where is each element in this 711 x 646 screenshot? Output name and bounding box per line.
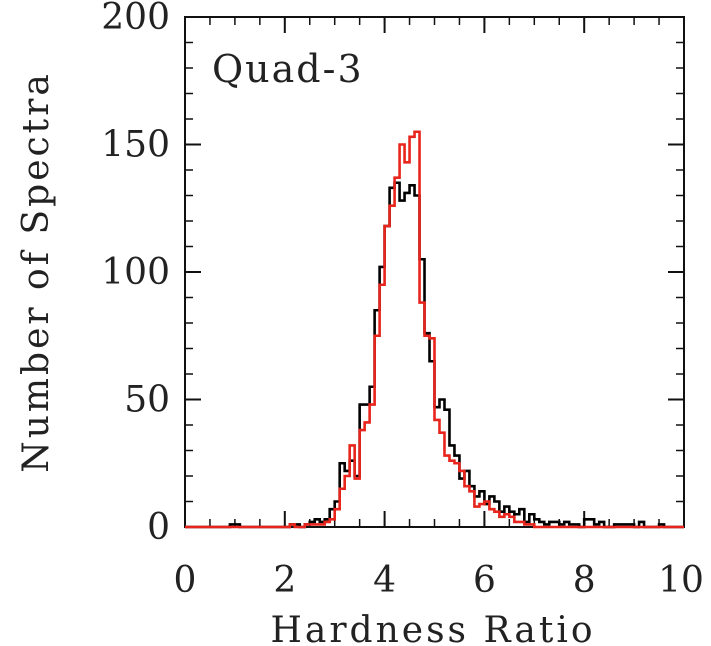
x-tick-label: 4 bbox=[373, 560, 396, 601]
plot-border bbox=[184, 16, 685, 528]
y-axis-title: Number of Spectra bbox=[16, 71, 57, 473]
x-tick-label: 10 bbox=[658, 560, 704, 601]
panel-label: Quad-3 bbox=[212, 47, 364, 91]
y-tick-label: 100 bbox=[101, 252, 170, 293]
minor-ticks bbox=[184, 16, 685, 528]
x-tick-label: 2 bbox=[273, 560, 296, 601]
y-tick-label: 150 bbox=[101, 125, 170, 166]
x-tick-label: 6 bbox=[473, 560, 496, 601]
y-tick-label: 50 bbox=[124, 380, 170, 421]
x-tick-label: 0 bbox=[174, 560, 197, 601]
x-tick-labels: 0 2 4 6 8 10 bbox=[174, 560, 704, 601]
y-tick-labels: 0 50 100 150 200 bbox=[101, 0, 170, 548]
series-red-histogram bbox=[185, 130, 684, 529]
plot-frame bbox=[184, 16, 685, 528]
series-layer bbox=[185, 130, 684, 529]
y-tick-label: 200 bbox=[101, 0, 170, 38]
y-tick-label: 0 bbox=[147, 507, 170, 548]
x-tick-label: 8 bbox=[573, 560, 596, 601]
major-ticks bbox=[184, 16, 685, 528]
x-axis-title: Hardness Ratio bbox=[270, 610, 595, 646]
